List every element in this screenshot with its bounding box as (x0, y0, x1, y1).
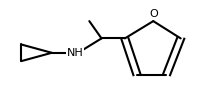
Text: O: O (148, 9, 157, 19)
Text: NH: NH (66, 48, 83, 58)
